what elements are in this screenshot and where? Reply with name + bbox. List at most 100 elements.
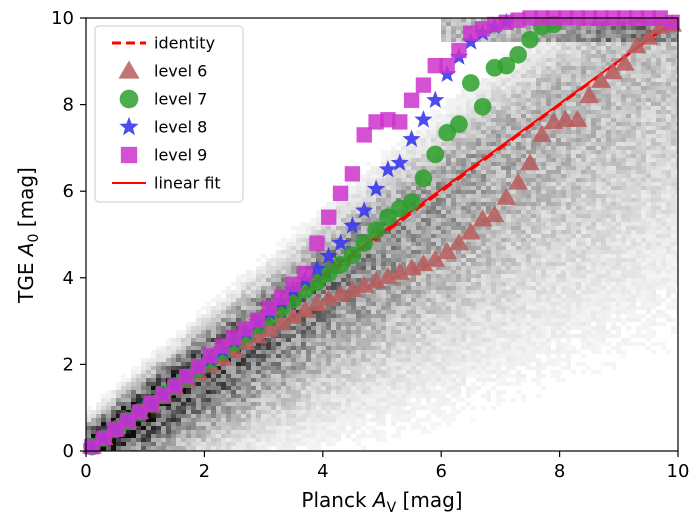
density-cell: [466, 270, 471, 274]
density-cell: [486, 150, 491, 154]
density-cell: [311, 258, 316, 262]
density-cell: [196, 354, 201, 358]
density-cell: [511, 206, 516, 210]
density-cell: [376, 206, 381, 210]
density-cell: [361, 214, 366, 218]
density-cell: [371, 262, 376, 266]
density-cell: [456, 254, 461, 258]
density-cell: [461, 334, 466, 338]
density-cell: [376, 386, 381, 390]
density-cell: [211, 406, 216, 410]
density-cell: [326, 206, 331, 210]
density-cell: [421, 342, 426, 346]
density-cell: [316, 422, 321, 426]
density-cell: [276, 402, 281, 406]
density-cell: [416, 278, 421, 282]
density-cell: [451, 102, 456, 106]
density-cell: [526, 306, 531, 310]
density-cell: [491, 310, 496, 314]
density-cell: [166, 346, 171, 350]
density-cell: [321, 410, 326, 414]
density-cell: [476, 298, 481, 302]
density-cell: [181, 366, 186, 370]
density-cell: [481, 370, 486, 374]
density-cell: [301, 374, 306, 378]
density-cell: [251, 434, 256, 438]
density-cell: [296, 306, 301, 310]
density-cell: [451, 238, 456, 242]
density-cell: [406, 186, 411, 190]
density-cell: [526, 62, 531, 66]
density-cell: [366, 278, 371, 282]
density-cell: [486, 82, 491, 86]
density-cell: [266, 410, 271, 414]
density-cell: [526, 222, 531, 226]
density-cell: [456, 262, 461, 266]
density-cell: [291, 390, 296, 394]
density-cell: [491, 98, 496, 102]
density-cell: [276, 438, 281, 442]
density-cell: [346, 430, 351, 434]
density-cell: [491, 262, 496, 266]
density-cell: [521, 30, 526, 34]
density-cell: [346, 398, 351, 402]
density-cell: [316, 374, 321, 378]
density-cell: [206, 374, 211, 378]
density-cell: [476, 346, 481, 350]
density-cell: [316, 258, 321, 262]
density-cell: [496, 102, 501, 106]
density-cell: [266, 438, 271, 442]
density-cell: [211, 410, 216, 414]
density-cell: [511, 302, 516, 306]
density-cell: [341, 206, 346, 210]
density-cell: [406, 338, 411, 342]
density-cell: [461, 182, 466, 186]
density-cell: [356, 402, 361, 406]
density-cell: [236, 402, 241, 406]
density-cell: [501, 174, 506, 178]
density-cell: [526, 266, 531, 270]
density-cell: [401, 286, 406, 290]
density-cell: [241, 298, 246, 302]
density-cell: [221, 330, 226, 334]
density-cell: [441, 206, 446, 210]
density-cell: [246, 414, 251, 418]
density-cell: [531, 338, 536, 342]
density-cell: [386, 182, 391, 186]
density-cell: [311, 322, 316, 326]
density-cell: [291, 442, 296, 446]
density-cell: [266, 402, 271, 406]
density-cell: [496, 314, 501, 318]
density-cell: [386, 310, 391, 314]
density-cell: [506, 110, 511, 114]
density-cell: [446, 366, 451, 370]
density-cell: [331, 418, 336, 422]
density-cell: [481, 114, 486, 118]
density-cell: [516, 350, 521, 354]
density-cell: [426, 366, 431, 370]
density-cell: [126, 438, 131, 442]
density-cell: [486, 178, 491, 182]
density-cell: [341, 250, 346, 254]
density-cell: [396, 434, 401, 438]
density-cell: [471, 278, 476, 282]
density-cell: [326, 326, 331, 330]
density-cell: [496, 154, 501, 158]
density-cell: [196, 430, 201, 434]
density-cell: [381, 322, 386, 326]
density-cell: [316, 254, 321, 258]
density-cell: [336, 414, 341, 418]
density-cell: [236, 318, 241, 322]
density-cell: [421, 162, 426, 166]
density-cell: [216, 446, 221, 450]
density-cell: [126, 390, 131, 394]
density-cell: [381, 290, 386, 294]
density-cell: [506, 182, 511, 186]
density-cell: [446, 110, 451, 114]
density-cell: [476, 226, 481, 230]
density-cell: [391, 182, 396, 186]
density-cell: [276, 274, 281, 278]
density-cell: [206, 398, 211, 402]
density-cell: [391, 342, 396, 346]
density-cell: [236, 438, 241, 442]
